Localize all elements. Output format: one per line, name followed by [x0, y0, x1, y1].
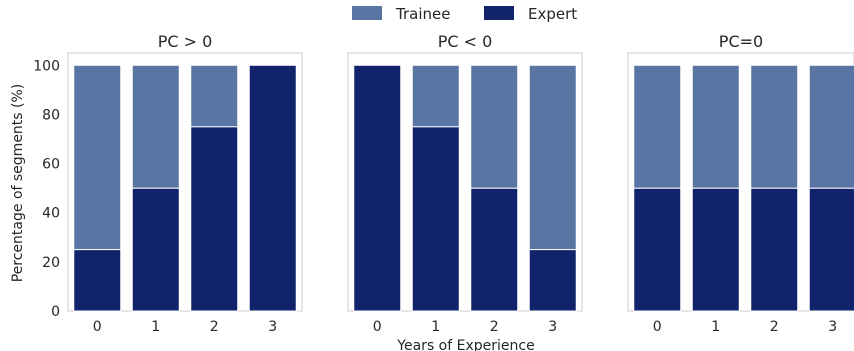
- panel-3: PC=0 0 1 2 3: [627, 32, 854, 335]
- legend-swatch-expert: [484, 6, 514, 20]
- panels: PC > 0 0 1 2 3 PC < 0 0 1 2 3 PC=0 0 1 2 3 0 20 40 60 80 100: [33, 32, 854, 335]
- bar-trainee-3: [808, 64, 854, 189]
- x-axis-label: Years of Experience: [396, 338, 534, 351]
- x-tick-label: 2: [490, 319, 499, 335]
- y-tick-label: 20: [42, 255, 60, 271]
- x-tick-label: 3: [268, 319, 277, 335]
- bar-expert-0: [633, 187, 682, 312]
- bar-expert-0: [73, 249, 122, 312]
- y-axis: 0 20 40 60 80 100: [33, 58, 60, 320]
- bar-trainee-2: [190, 64, 239, 128]
- y-tick-label: 0: [51, 304, 60, 320]
- x-tick-label: 3: [828, 319, 837, 335]
- bar-trainee-2: [470, 64, 519, 189]
- x-tick-label: 1: [151, 319, 160, 335]
- bar-trainee-0: [633, 64, 682, 189]
- panel-3-frame: [627, 52, 854, 312]
- bar-expert-2: [470, 187, 519, 312]
- y-tick-label: 40: [42, 206, 60, 222]
- x-tick-label: 0: [93, 319, 102, 335]
- bar-trainee-1: [131, 64, 180, 189]
- bar-expert-0: [353, 64, 402, 312]
- bar-trainee-0: [73, 64, 122, 251]
- bar-expert-3: [808, 187, 854, 312]
- panel-2-title: PC < 0: [438, 32, 493, 51]
- bar-expert-3: [248, 64, 297, 312]
- bar-trainee-3: [528, 64, 577, 251]
- panel-1-title: PC > 0: [158, 32, 213, 51]
- legend-label-expert: Expert: [528, 5, 577, 23]
- legend-swatch-trainee: [352, 6, 382, 20]
- x-tick-label: 2: [770, 319, 779, 335]
- panel-3-title: PC=0: [719, 32, 763, 51]
- bar-expert-1: [691, 187, 740, 312]
- panel-2: PC < 0 0 1 2 3: [347, 32, 583, 335]
- bar-expert-2: [750, 187, 799, 312]
- x-tick-label: 1: [711, 319, 720, 335]
- bar-expert-1: [131, 187, 180, 312]
- y-tick-label: 80: [42, 107, 60, 123]
- bar-trainee-2: [750, 64, 799, 189]
- x-tick-label: 0: [373, 319, 382, 335]
- bar-expert-2: [190, 126, 239, 312]
- bar-trainee-1: [411, 64, 460, 128]
- bar-expert-3: [528, 249, 577, 312]
- x-tick-label: 2: [210, 319, 219, 335]
- y-tick-label: 60: [42, 157, 60, 173]
- x-tick-label: 1: [431, 319, 440, 335]
- bar-trainee-1: [691, 64, 740, 189]
- x-tick-label: 3: [548, 319, 557, 335]
- panel-1-frame: [67, 52, 303, 312]
- panel-2-frame: [347, 52, 583, 312]
- legend: Trainee Expert: [352, 5, 577, 23]
- panel-1: PC > 0 0 1 2 3: [67, 32, 303, 335]
- x-tick-label: 0: [653, 319, 662, 335]
- bar-expert-1: [411, 126, 460, 312]
- y-axis-label: Percentage of segments (%): [10, 84, 26, 283]
- legend-label-trainee: Trainee: [395, 5, 450, 23]
- y-tick-label: 100: [33, 58, 60, 74]
